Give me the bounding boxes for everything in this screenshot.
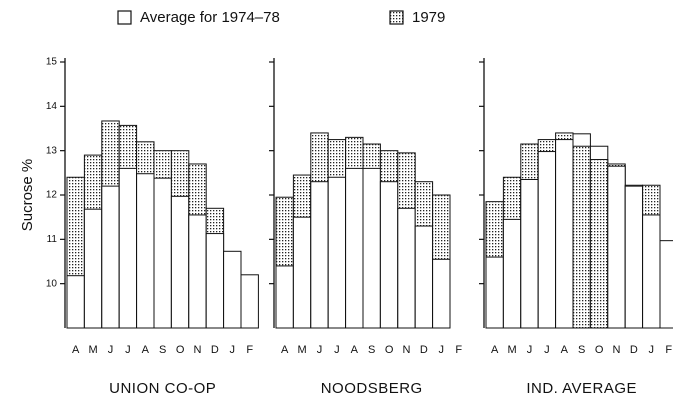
bar: [101, 185, 120, 329]
x-tick-label: M: [508, 344, 517, 356]
bar: [188, 214, 207, 329]
x-tick-label: F: [246, 344, 253, 356]
legend-label: Average for 1974–78: [140, 9, 280, 26]
x-tick-label: J: [317, 344, 323, 356]
y-axis-label: Sucrose %: [19, 159, 36, 232]
y-tick-label: 14: [46, 101, 58, 112]
bar: [502, 218, 522, 329]
y-tick-label: 11: [47, 234, 58, 245]
x-tick-label: J: [125, 344, 131, 356]
bar: [118, 167, 138, 329]
x-tick-label: A: [491, 344, 499, 356]
bar: [205, 233, 225, 329]
x-tick-label: M: [298, 344, 307, 356]
bar: [642, 214, 661, 329]
x-tick-label: O: [385, 344, 394, 356]
bar: [414, 225, 434, 329]
x-tick-label: A: [72, 344, 80, 356]
y-tick-label: 12: [46, 190, 58, 201]
bar: [66, 275, 85, 329]
bar: [607, 165, 626, 329]
y-tick-label: 10: [46, 278, 58, 289]
x-tick-label: A: [561, 344, 569, 356]
x-tick-label: O: [176, 344, 185, 356]
x-tick-label: D: [420, 344, 428, 356]
bar: [397, 207, 416, 329]
bar: [275, 265, 294, 329]
x-tick-label: J: [230, 344, 236, 356]
bar: [83, 208, 103, 329]
x-tick-label: M: [89, 344, 98, 356]
bar: [240, 274, 259, 329]
x-tick-label: S: [578, 344, 585, 356]
bar: [659, 240, 673, 329]
bar: [292, 216, 312, 329]
bar: [537, 151, 557, 329]
x-tick-label: J: [527, 344, 533, 356]
bar: [170, 195, 190, 329]
bar: [624, 185, 644, 329]
x-tick-label: J: [439, 344, 445, 356]
bar: [572, 145, 591, 329]
panel-title: NOODSBERG: [321, 380, 423, 397]
bar: [310, 181, 329, 329]
bar: [327, 176, 347, 329]
y-tick-label: 13: [46, 145, 58, 156]
x-tick-label: J: [649, 344, 655, 356]
bar: [555, 139, 574, 329]
bar: [589, 159, 609, 329]
x-tick-label: J: [108, 344, 114, 356]
x-tick-label: O: [595, 344, 604, 356]
x-tick-label: J: [544, 344, 550, 356]
bar: [520, 178, 539, 329]
panel-title: UNION CO-OP: [109, 380, 216, 397]
legend-swatch: [117, 10, 132, 25]
x-tick-label: S: [159, 344, 166, 356]
x-tick-label: D: [630, 344, 638, 356]
x-tick-label: D: [211, 344, 219, 356]
x-tick-label: N: [403, 344, 411, 356]
y-tick-label: 15: [46, 57, 58, 68]
panel-title: IND. AVERAGE: [526, 380, 637, 397]
bar: [362, 167, 381, 329]
x-tick-label: A: [281, 344, 289, 356]
bar: [432, 258, 451, 329]
legend-label: 1979: [412, 9, 445, 26]
x-tick-label: J: [334, 344, 340, 356]
x-tick-label: S: [368, 344, 375, 356]
x-tick-label: N: [194, 344, 202, 356]
bar: [153, 177, 172, 329]
bar: [485, 256, 504, 329]
x-tick-label: F: [455, 344, 462, 356]
bar: [136, 173, 155, 329]
x-tick-label: F: [665, 344, 672, 356]
bar: [345, 167, 364, 329]
x-tick-label: A: [351, 344, 359, 356]
bar: [223, 250, 242, 329]
bar: [379, 181, 399, 329]
x-tick-label: N: [613, 344, 621, 356]
legend-swatch: [389, 10, 404, 25]
x-tick-label: A: [142, 344, 150, 356]
